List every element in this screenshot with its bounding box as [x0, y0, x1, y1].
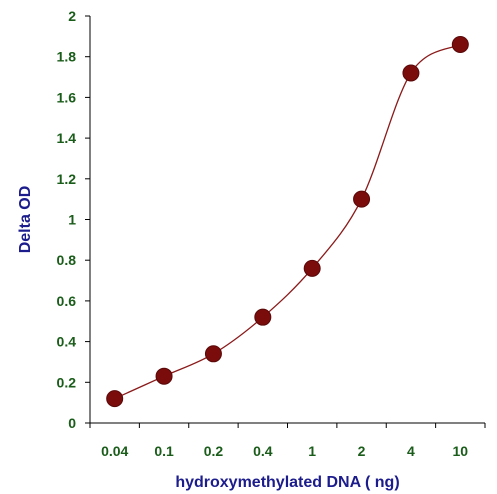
x-axis-ticks: 0.04 0.1 0.2 0.4 1 2 4 10 — [89, 423, 486, 459]
y-tick-label: 0.6 — [57, 293, 77, 309]
series-line — [114, 43, 461, 400]
x-tick-label: 0.2 — [204, 443, 224, 459]
y-axis-ticks: 0 0.2 0.4 0.6 0.8 1 1.2 1.4 1.6 1.8 2 — [57, 8, 90, 431]
data-point — [106, 390, 124, 408]
y-tick-label: 0.2 — [57, 374, 77, 390]
y-tick-label: 0 — [68, 415, 76, 431]
series-markers — [106, 35, 469, 408]
x-axis-title: hydroxymethylated DNA ( ng) — [175, 474, 399, 491]
x-tick-label: 4 — [407, 443, 415, 459]
x-tick-label: 10 — [453, 443, 469, 459]
x-tick-label: 1 — [308, 443, 316, 459]
x-tick-label: 2 — [358, 443, 366, 459]
y-tick-label: 1.8 — [57, 49, 77, 65]
x-tick-label: 0.1 — [154, 443, 174, 459]
data-point — [451, 35, 469, 53]
x-tick-label: 0.4 — [253, 443, 273, 459]
data-point — [254, 308, 272, 326]
data-point — [204, 345, 222, 363]
y-tick-label: 1.4 — [57, 130, 77, 146]
y-axis-title: Delta OD — [17, 186, 34, 254]
series-path — [114, 43, 461, 400]
data-point — [303, 259, 321, 277]
y-tick-label: 0.4 — [57, 334, 77, 350]
x-tick-label: 0.04 — [101, 443, 128, 459]
data-point — [402, 64, 420, 82]
y-tick-label: 1.2 — [57, 171, 77, 187]
y-tick-label: 1.6 — [57, 89, 77, 105]
data-point — [353, 190, 371, 208]
data-point — [155, 367, 173, 385]
y-tick-label: 2 — [68, 8, 76, 24]
y-tick-label: 0.8 — [57, 252, 77, 268]
y-tick-label: 1 — [68, 212, 76, 228]
